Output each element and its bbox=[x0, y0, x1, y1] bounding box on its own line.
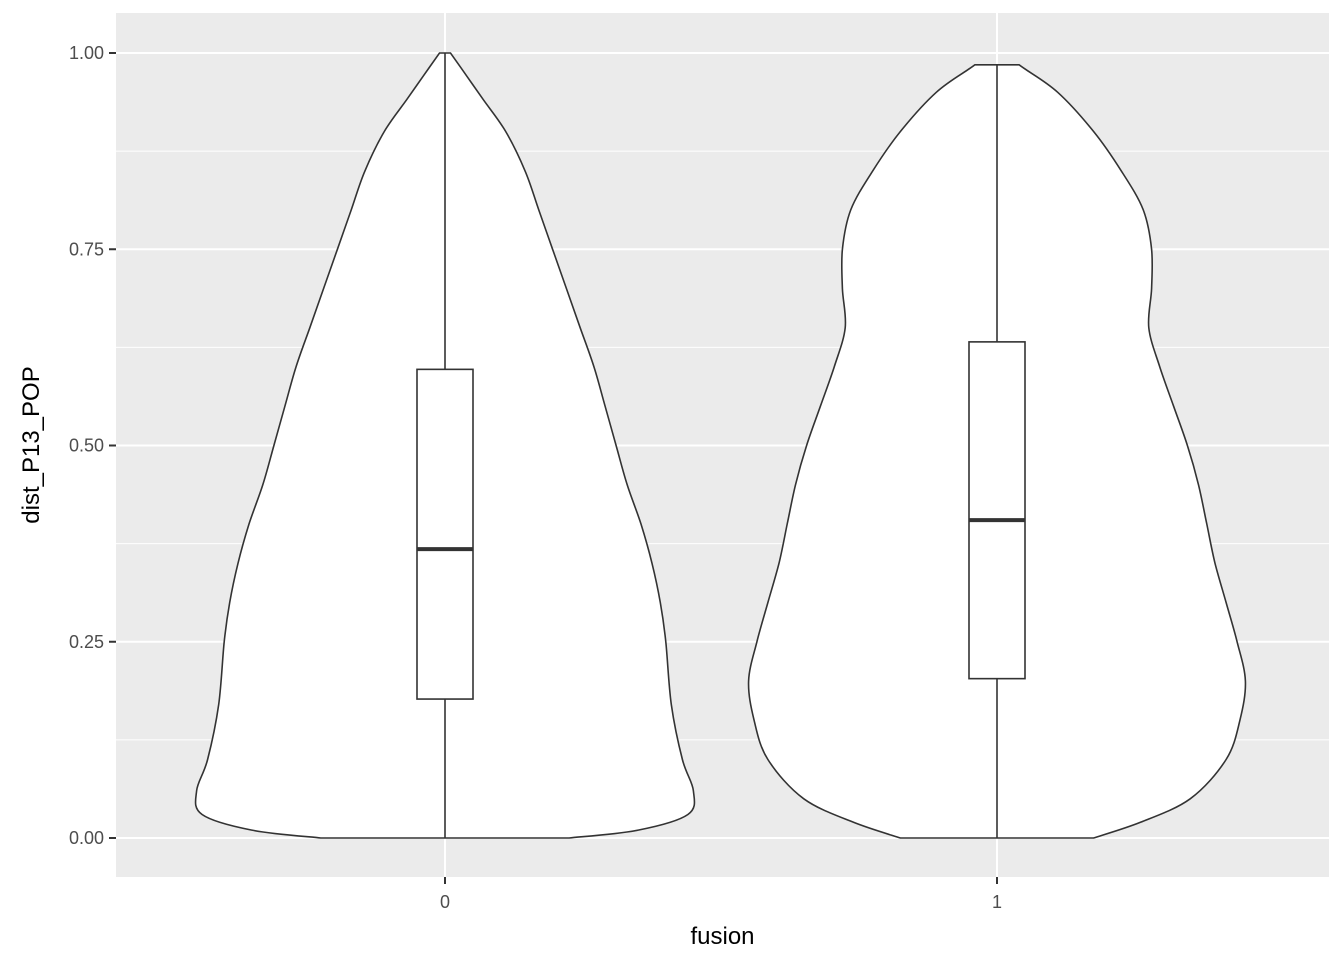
box-0 bbox=[416, 368, 474, 700]
y-tick-label: 0.75 bbox=[69, 239, 104, 259]
box-1 bbox=[968, 341, 1026, 680]
x-tick-label: 1 bbox=[992, 892, 1002, 912]
y-axis-title: dist_P13_POP bbox=[18, 366, 45, 523]
x-axis-title: fusion bbox=[690, 923, 754, 950]
y-tick-label: 0.50 bbox=[69, 436, 104, 456]
y-tick-label: 0.00 bbox=[69, 828, 104, 848]
y-tick-label: 1.00 bbox=[69, 43, 104, 63]
y-tick-label: 0.25 bbox=[69, 632, 104, 652]
x-tick-label: 0 bbox=[440, 892, 450, 912]
boxplots bbox=[416, 53, 1026, 838]
y-axis: 0.00 0.25 0.50 0.75 1.00 bbox=[69, 43, 116, 848]
